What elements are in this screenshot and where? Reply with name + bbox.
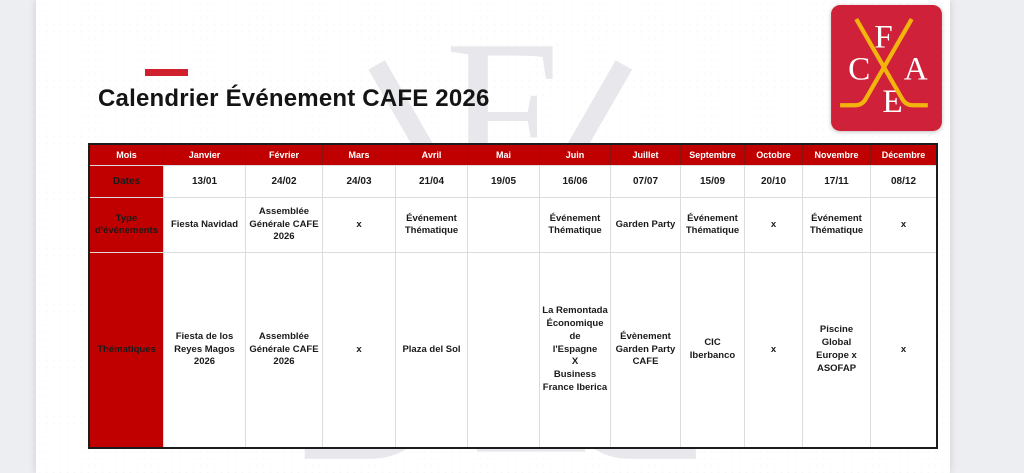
row-label-type-evenements: Type d'événements	[90, 197, 163, 252]
theme-cell: Assemblée Générale CAFE 2026	[245, 252, 322, 447]
event-type-cell: Garden Party	[610, 197, 680, 252]
month-header-cell: Décembre	[870, 145, 936, 165]
date-cell: 21/04	[395, 165, 467, 197]
logo-letter-e: E	[882, 83, 902, 120]
date-cell: 07/07	[610, 165, 680, 197]
month-header-cell: Mai	[467, 145, 539, 165]
month-header-cell: Juin	[539, 145, 610, 165]
month-header-cell: Avril	[395, 145, 467, 165]
cafe-logo-icon: F C A E	[831, 5, 942, 131]
theme-cell: Piscine Global Europe x ASOFAP	[802, 252, 870, 447]
month-header-cell: Novembre	[802, 145, 870, 165]
event-type-cell: x	[322, 197, 395, 252]
theme-cell: Plaza del Sol	[395, 252, 467, 447]
event-type-cell: Événement Thématique	[802, 197, 870, 252]
date-cell: 16/06	[539, 165, 610, 197]
logo-letter-a: A	[904, 51, 928, 88]
date-cell: 24/02	[245, 165, 322, 197]
event-type-cell: Fiesta Navidad	[163, 197, 245, 252]
document-page: F C A E Calendrier Événement CAFE 2026 F…	[36, 0, 950, 473]
logo-letter-f: F	[874, 18, 893, 55]
theme-cell: CIC Iberbanco	[680, 252, 744, 447]
page-title: Calendrier Événement CAFE 2026	[98, 85, 490, 112]
event-type-cell: Événement Thématique	[680, 197, 744, 252]
date-cell: 24/03	[322, 165, 395, 197]
title-accent-dash	[145, 69, 188, 76]
event-calendar-table: Mois Janvier Février Mars Avril Mai Juin…	[88, 143, 938, 449]
row-label-dates: Dates	[90, 165, 163, 197]
event-type-cell: Assemblée Générale CAFE 2026	[245, 197, 322, 252]
themes-row: Thématiques Fiesta de los Reyes Magos 20…	[90, 252, 936, 447]
date-cell: 17/11	[802, 165, 870, 197]
event-type-row: Type d'événements Fiesta Navidad Assembl…	[90, 197, 936, 252]
months-row: Mois Janvier Février Mars Avril Mai Juin…	[90, 145, 936, 165]
date-cell: 19/05	[467, 165, 539, 197]
theme-cell: x	[870, 252, 936, 447]
event-type-cell: Événement Thématique	[395, 197, 467, 252]
theme-cell: x	[744, 252, 802, 447]
crossed-clubs-icon	[840, 18, 928, 108]
event-type-cell: x	[744, 197, 802, 252]
month-header-cell: Juillet	[610, 145, 680, 165]
logo-letter-c: C	[848, 51, 870, 88]
event-type-cell: x	[870, 197, 936, 252]
date-cell: 13/01	[163, 165, 245, 197]
date-cell: 20/10	[744, 165, 802, 197]
theme-cell: x	[322, 252, 395, 447]
date-cell: 08/12	[870, 165, 936, 197]
month-header-cell: Février	[245, 145, 322, 165]
month-header-cell: Mars	[322, 145, 395, 165]
date-cell: 15/09	[680, 165, 744, 197]
dates-row: Dates 13/01 24/02 24/03 21/04 19/05 16/0…	[90, 165, 936, 197]
month-header-cell: Janvier	[163, 145, 245, 165]
event-type-cell	[467, 197, 539, 252]
theme-cell: La Remontada Économique de l'Espagne X B…	[539, 252, 610, 447]
row-label-thematiques: Thématiques	[90, 252, 163, 447]
theme-cell	[467, 252, 539, 447]
event-type-cell: Événement Thématique	[539, 197, 610, 252]
theme-cell: Fiesta de los Reyes Magos 2026	[163, 252, 245, 447]
theme-cell: Évènement Garden Party CAFE	[610, 252, 680, 447]
month-header-cell: Septembre	[680, 145, 744, 165]
row-label-mois: Mois	[90, 145, 163, 165]
month-header-cell: Octobre	[744, 145, 802, 165]
